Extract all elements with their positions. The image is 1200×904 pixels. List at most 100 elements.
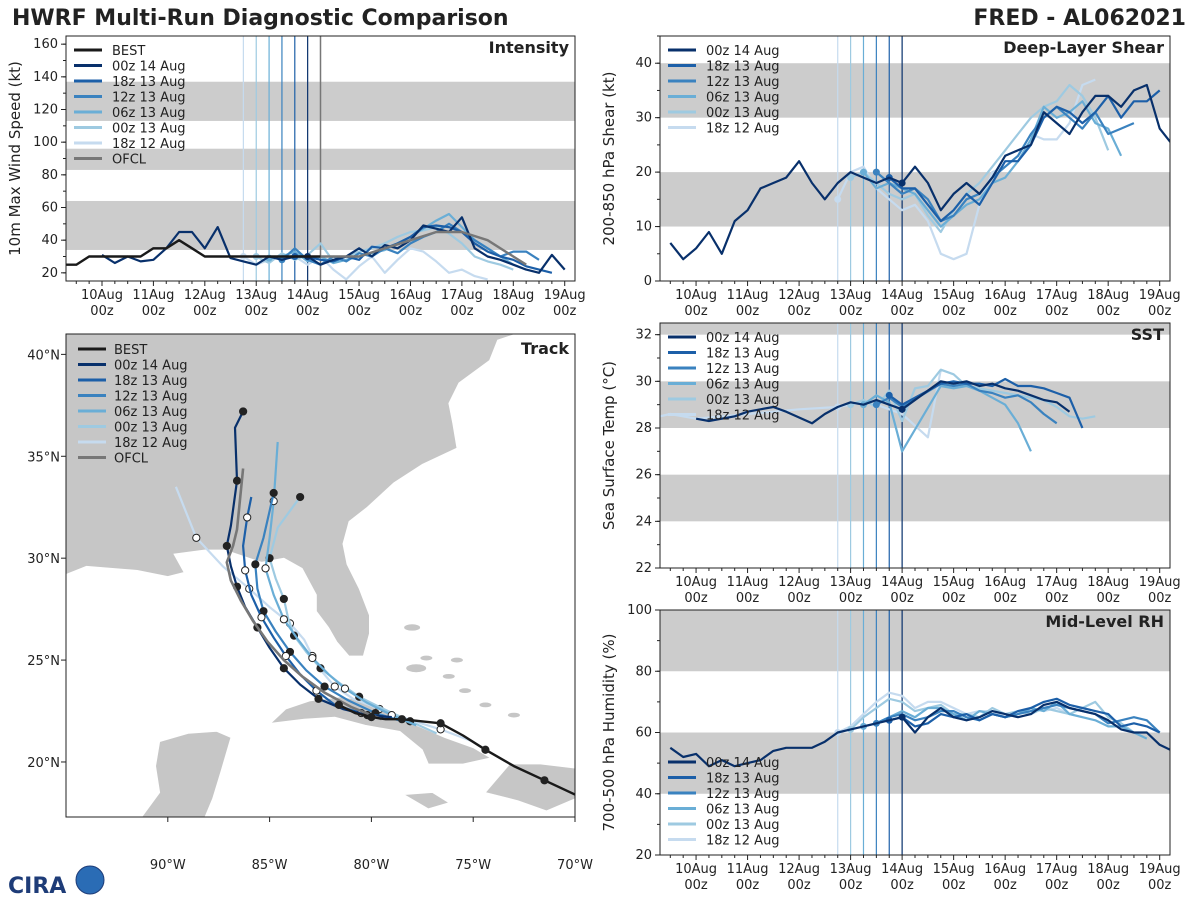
track-point bbox=[257, 613, 266, 622]
x-tick-label: 00z bbox=[450, 304, 474, 319]
x-tick-label: 00z bbox=[502, 304, 526, 319]
track-point bbox=[261, 564, 270, 573]
x-tick-label: 10Aug bbox=[675, 575, 717, 590]
x-tick-label: 00z bbox=[1148, 304, 1172, 319]
latitude-label: 35°N bbox=[27, 450, 60, 465]
track-point bbox=[222, 541, 231, 551]
y-tick-label: 40 bbox=[41, 233, 58, 248]
x-tick-label: 19Aug bbox=[1139, 862, 1181, 877]
x-tick-label: 18Aug bbox=[1087, 575, 1129, 590]
legend-label: 18z 12 Aug bbox=[114, 436, 188, 451]
track-point bbox=[330, 682, 339, 691]
x-tick-label: 00z bbox=[1096, 591, 1120, 606]
x-tick-label: 18Aug bbox=[1087, 862, 1129, 877]
track-point bbox=[279, 594, 288, 604]
x-tick-label: 16Aug bbox=[390, 288, 432, 303]
x-tick-label: 19Aug bbox=[544, 288, 586, 303]
legend-label: 00z 13 Aug bbox=[112, 122, 186, 137]
longitude-label: 70°W bbox=[557, 858, 593, 873]
legend-label: OFCL bbox=[112, 153, 147, 168]
x-tick-label: 14Aug bbox=[287, 288, 329, 303]
island bbox=[479, 702, 492, 708]
y-tick-label: 20 bbox=[635, 165, 652, 180]
sst-panel: 22242628303210Aug00z11Aug00z12Aug00z13Au… bbox=[600, 322, 1181, 606]
map-frame bbox=[65, 333, 576, 818]
y-tick-label: 80 bbox=[635, 664, 652, 679]
island bbox=[442, 673, 455, 679]
track-line-12z-13-aug bbox=[254, 492, 403, 723]
reference-band bbox=[660, 323, 1170, 335]
init-point bbox=[898, 405, 906, 413]
series-group bbox=[660, 368, 1096, 453]
legend-label: 00z 14 Aug bbox=[112, 60, 186, 75]
y-axis-label: 10m Max Wind Speed (kt) bbox=[6, 61, 24, 256]
x-tick-label: 15Aug bbox=[338, 288, 380, 303]
y-tick-label: 60 bbox=[635, 726, 652, 741]
x-tick-label: 00z bbox=[1045, 878, 1069, 893]
y-tick-label: 100 bbox=[627, 603, 652, 618]
shear-panel: 01020304010Aug00z11Aug00z12Aug00z13Aug00… bbox=[600, 35, 1181, 319]
x-tick-label: 00z bbox=[245, 304, 269, 319]
y-tick-label: 120 bbox=[33, 103, 58, 118]
track-point bbox=[436, 719, 445, 728]
latitude-label: 25°N bbox=[27, 654, 60, 669]
reference-band bbox=[660, 172, 1170, 227]
x-tick-label: 14Aug bbox=[881, 288, 923, 303]
track-point bbox=[308, 653, 317, 663]
panel-title: Mid-Level RH bbox=[1045, 612, 1164, 631]
x-tick-label: 13Aug bbox=[830, 575, 872, 590]
track-map-panel: 90°W 85°W 80°W 75°W 70°W 20°N 25°N 30°N 35°N 40°N… bbox=[27, 333, 593, 873]
series-line-18z-12-aug bbox=[836, 78, 1096, 261]
latitude-label: 40°N bbox=[27, 348, 60, 363]
legend-label: 00z 13 Aug bbox=[706, 106, 780, 121]
x-tick-label: 00z bbox=[942, 591, 966, 606]
series-line-18z-13-aug bbox=[888, 89, 1161, 223]
x-tick-label: 00z bbox=[993, 591, 1017, 606]
x-tick-label: 00z bbox=[942, 878, 966, 893]
series-line-00z-13-aug bbox=[850, 83, 1110, 234]
x-tick-label: 15Aug bbox=[933, 862, 975, 877]
track-point bbox=[269, 488, 278, 498]
yucatan-land bbox=[141, 730, 232, 817]
series-group bbox=[66, 212, 566, 281]
track-point bbox=[281, 651, 290, 661]
series-line-06z-13-aug bbox=[862, 384, 1032, 453]
x-tick-label: 00z bbox=[993, 304, 1017, 319]
intensity-panel: 2040608010012014016010Aug00z11Aug00z12Au… bbox=[6, 35, 586, 319]
x-tick-label: 17Aug bbox=[1036, 575, 1078, 590]
island bbox=[450, 657, 463, 663]
init-point bbox=[859, 168, 867, 176]
legend-label: 18z 13 Aug bbox=[706, 772, 780, 787]
legend-label: 00z 14 Aug bbox=[114, 359, 188, 374]
y-tick-label: 0 bbox=[644, 274, 652, 289]
series-line-00z-14-aug bbox=[669, 700, 1170, 768]
legend-label: 06z 13 Aug bbox=[114, 405, 188, 420]
x-tick-label: 00z bbox=[736, 878, 760, 893]
legend-label: 00z 14 Aug bbox=[706, 331, 780, 346]
legend-label: OFCL bbox=[114, 452, 149, 467]
track-point bbox=[296, 492, 305, 502]
x-tick-label: 00z bbox=[1045, 591, 1069, 606]
x-tick-label: 00z bbox=[1045, 304, 1069, 319]
x-tick-label: 12Aug bbox=[184, 288, 226, 303]
x-tick-label: 11Aug bbox=[727, 575, 769, 590]
x-tick-label: 12Aug bbox=[778, 288, 820, 303]
legend-label: 18z 13 Aug bbox=[706, 60, 780, 75]
series-line-18z-13-aug bbox=[888, 697, 1161, 734]
x-tick-label: 14Aug bbox=[881, 575, 923, 590]
panel-title: Intensity bbox=[489, 38, 570, 57]
y-tick-label: 100 bbox=[33, 135, 58, 150]
x-tick-label: 00z bbox=[296, 304, 320, 319]
init-point bbox=[898, 713, 906, 721]
legend-label: 18z 13 Aug bbox=[114, 374, 188, 389]
legend-label: 18z 13 Aug bbox=[112, 75, 186, 90]
legend-label: BEST bbox=[114, 343, 147, 358]
rh-panel: 2040608010010Aug00z11Aug00z12Aug00z13Aug… bbox=[600, 603, 1181, 893]
jamaica-land bbox=[402, 792, 450, 810]
legend-label: 06z 13 Aug bbox=[112, 106, 186, 121]
y-tick-label: 22 bbox=[635, 561, 652, 576]
x-tick-label: 11Aug bbox=[727, 288, 769, 303]
legend-label: 18z 12 Aug bbox=[706, 834, 780, 849]
x-tick-label: 13Aug bbox=[830, 288, 872, 303]
longitude-label: 90°W bbox=[150, 858, 186, 873]
